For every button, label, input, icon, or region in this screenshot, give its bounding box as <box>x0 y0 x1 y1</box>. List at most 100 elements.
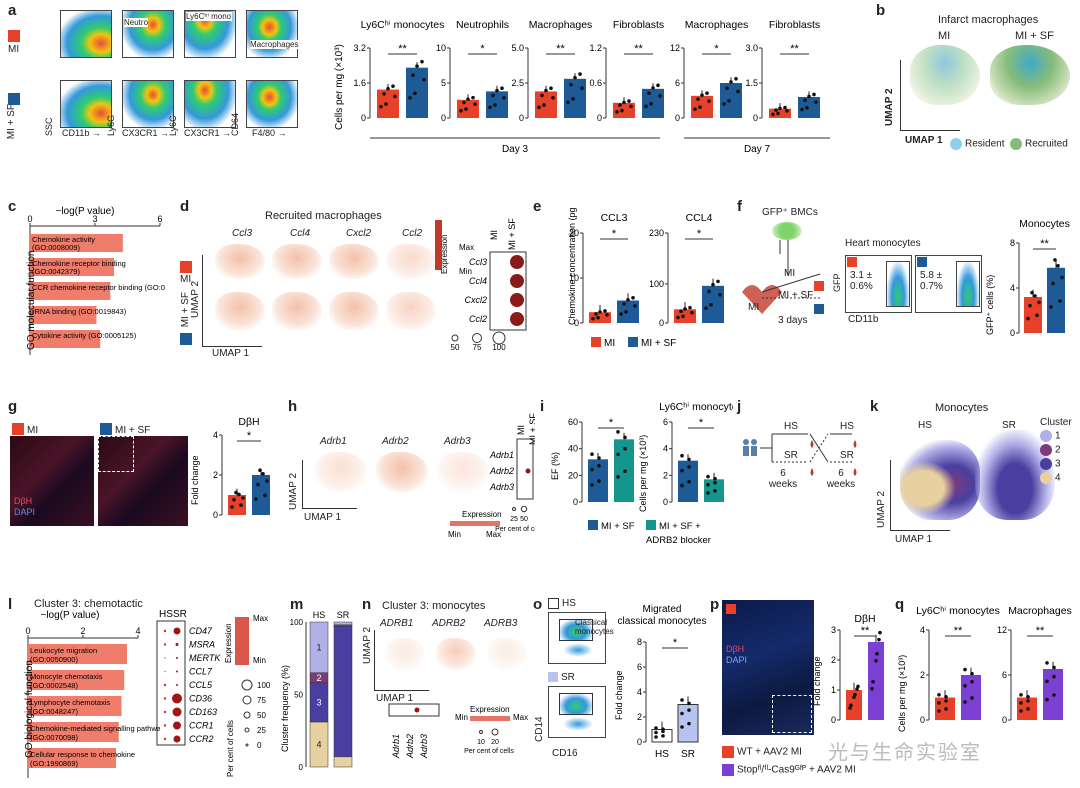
data-point <box>1052 665 1056 670</box>
dot <box>163 710 167 714</box>
d-mi: MI <box>180 274 192 285</box>
k-legend-item: 2 <box>1040 444 1061 456</box>
expr-min: Min <box>455 713 468 722</box>
data-point <box>676 315 680 320</box>
y-tick-label: 5.0 <box>511 43 524 53</box>
y-tick-label: 8 <box>637 637 642 647</box>
sig-label: ** <box>954 625 963 637</box>
y-tick-label: 8 <box>1010 238 1015 248</box>
term-name: Cellular response to chemokine <box>30 750 135 759</box>
expr-max: Max <box>459 243 474 252</box>
expr-max: Max <box>486 530 501 539</box>
data-point <box>1060 275 1064 280</box>
y-tick-label: 0 <box>1002 715 1007 725</box>
chart-title: Fibroblasts <box>613 19 664 31</box>
flow-plot <box>122 80 174 128</box>
y-tick-label: 1.5 <box>745 78 758 88</box>
size-legend-dot <box>492 331 506 345</box>
data-point <box>466 97 470 102</box>
k-axis-x <box>890 530 950 531</box>
data-point <box>651 86 655 90</box>
data-point <box>619 312 623 316</box>
k-legend-label: 3 <box>1055 458 1061 470</box>
data-point <box>688 305 692 310</box>
data-point <box>1052 693 1056 697</box>
expr-max: Max <box>253 614 268 623</box>
axis-cx3cr1-2: CX3CR1 → <box>184 128 232 138</box>
panel-e-label: e <box>533 198 542 215</box>
data-point <box>1045 661 1049 665</box>
h-umap2: UMAP 2 <box>288 472 299 510</box>
l-title: Cluster 3: chemotactic <box>34 598 143 610</box>
k-legend-label: 4 <box>1055 472 1061 484</box>
f-mi-square <box>814 281 824 291</box>
data-point <box>237 492 241 497</box>
data-point <box>853 692 857 697</box>
data-point <box>644 104 648 109</box>
row-label: CCL7 <box>189 667 213 677</box>
data-point <box>687 479 691 484</box>
data-point <box>729 80 733 84</box>
data-point <box>1019 693 1023 697</box>
n-axis-x <box>374 690 429 691</box>
y-axis-label: Fold change <box>190 455 200 505</box>
axis-cd11b: CD11b → <box>62 128 101 138</box>
data-point <box>597 456 601 460</box>
sig-label: ** <box>556 43 565 55</box>
f-misf: MI + SF <box>778 290 814 301</box>
panel-m-label: m <box>290 596 304 613</box>
x-label: HS <box>655 749 669 760</box>
watermark: 光与生命实验室 <box>828 742 982 764</box>
h-gene: Adrb2 <box>382 436 409 447</box>
data-point <box>386 86 390 91</box>
flow-plot <box>184 80 236 128</box>
f-bmc: GFP⁺ BMCs <box>762 207 818 218</box>
size-legend-label: 100 <box>257 681 271 690</box>
y-tick-label: 50 <box>294 691 303 700</box>
data-point <box>654 735 658 739</box>
data-point <box>706 474 710 479</box>
o-hs-legend: HS <box>548 598 576 609</box>
term-name: Cytokine activity (GO:0005125) <box>32 331 137 340</box>
d-genes: Ccl3 Ccl4 Cxcl2 Ccl2 <box>210 228 440 242</box>
sig-label: * <box>673 637 678 649</box>
p-image <box>722 600 814 735</box>
expr-label: Expression <box>224 623 233 663</box>
data-point <box>693 107 697 111</box>
k-sr: SR <box>1002 420 1016 431</box>
data-point <box>256 482 260 487</box>
f-flow-misf-square <box>917 257 927 267</box>
p-inset <box>772 695 812 733</box>
data-point <box>622 302 626 306</box>
b-misf: MI + SF <box>1015 30 1054 42</box>
bar <box>617 300 639 323</box>
d-umap <box>386 244 436 279</box>
expr-bar <box>435 220 442 270</box>
legend-label: ADRB2 blocker <box>646 535 711 546</box>
y-tick-label: 12 <box>670 43 680 53</box>
j-person-icon <box>751 446 757 456</box>
segment-label: 1 <box>316 642 321 652</box>
y-tick-label: 1.2 <box>589 43 602 53</box>
j-person-icon <box>743 446 749 456</box>
f-flow-mi: 3.1 ± 0.6% <box>845 255 912 313</box>
data-point <box>1051 281 1055 286</box>
data-point <box>1026 316 1030 321</box>
b-resident-text: Resident <box>965 138 1005 150</box>
dot <box>164 670 166 673</box>
n-gene: ADRB1 <box>380 618 414 629</box>
data-point <box>970 696 974 700</box>
data-point <box>856 684 860 689</box>
f-flow-misf: 5.8 ± 0.7% <box>915 255 982 313</box>
size-legend-dot <box>512 507 516 511</box>
data-point <box>704 306 708 310</box>
term-id: (GO:0042379) <box>32 267 80 276</box>
j-blood-drop-icon <box>810 468 814 476</box>
pct-label: Per cent of cells <box>464 748 514 755</box>
n-umap <box>436 638 476 670</box>
j-diagram <box>743 433 857 476</box>
stack-segment <box>333 621 353 626</box>
data-point <box>627 99 631 103</box>
h-genes: Adrb1 Adrb2 Adrb3 <box>310 436 510 450</box>
